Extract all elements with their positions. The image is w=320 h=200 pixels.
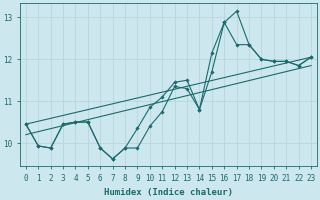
X-axis label: Humidex (Indice chaleur): Humidex (Indice chaleur) — [104, 188, 233, 197]
